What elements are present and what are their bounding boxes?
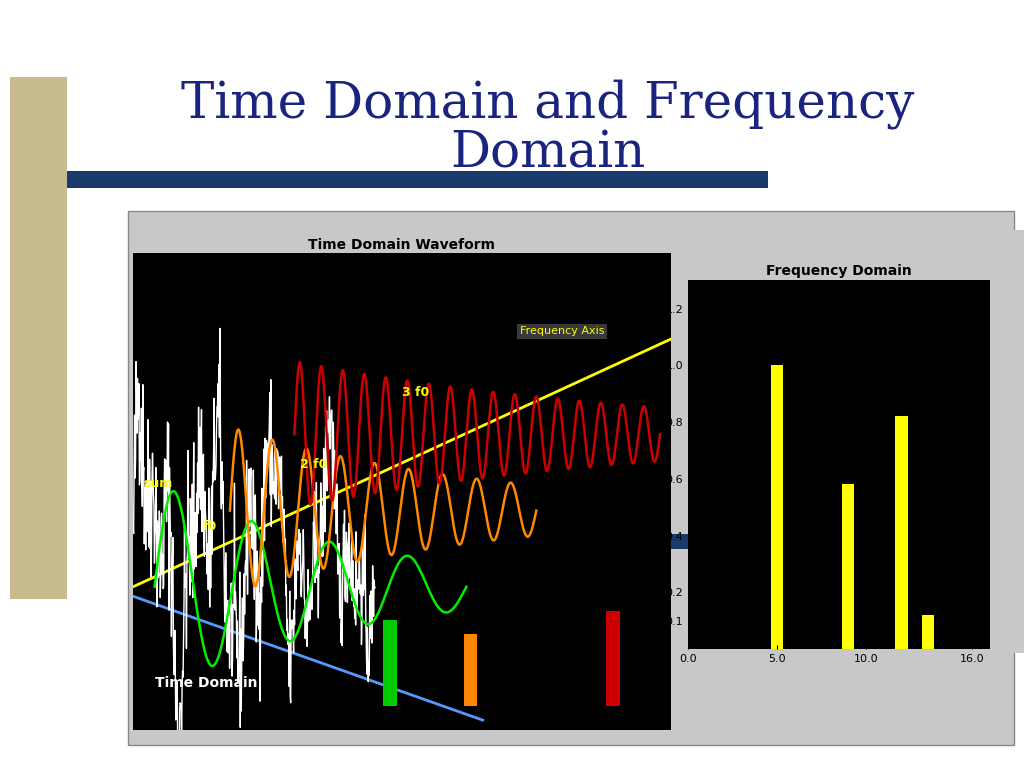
Text: Domain: Domain (451, 129, 645, 178)
Bar (464, 634, 477, 706)
Bar (383, 620, 396, 706)
Text: Time Domain and Frequency: Time Domain and Frequency (181, 78, 914, 129)
Title: Frequency Domain: Frequency Domain (766, 263, 912, 278)
Bar (895, 416, 907, 649)
Text: sum: sum (143, 477, 173, 490)
Text: Time Domain: Time Domain (155, 676, 257, 690)
Text: Frequency Axis: Frequency Axis (520, 326, 605, 336)
Text: 2 f0: 2 f0 (300, 458, 327, 471)
Title: Time Domain Waveform: Time Domain Waveform (308, 238, 496, 252)
Bar (771, 366, 783, 649)
Text: f0: f0 (203, 520, 217, 533)
Text: 3 f0: 3 f0 (401, 386, 429, 399)
Bar (842, 485, 854, 649)
Bar (606, 611, 620, 706)
Bar (922, 615, 934, 649)
